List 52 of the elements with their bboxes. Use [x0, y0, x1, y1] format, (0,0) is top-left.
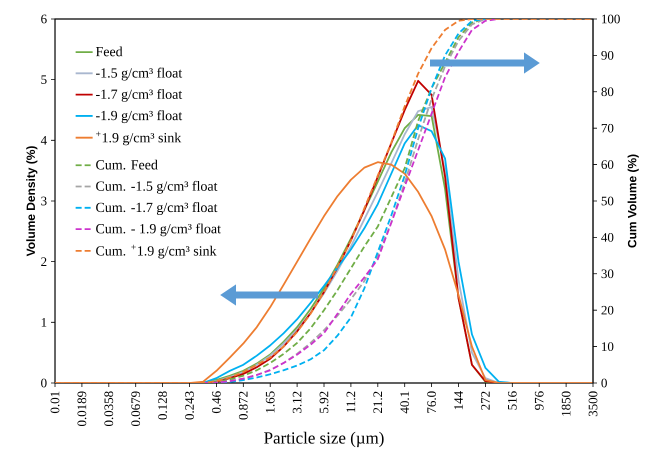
y2-tick-label: 90 — [601, 51, 614, 60]
x-tick-label: 976 — [534, 391, 544, 410]
x-tick-label: 0.128 — [158, 391, 168, 420]
x-tick-label: 0.243 — [185, 391, 194, 420]
x-tick-label: 0.01 — [50, 392, 60, 414]
y-tick-label: 3 — [41, 196, 47, 206]
legend-label: -1.9 g/cm³ float — [96, 110, 182, 124]
y-tick-label: 1 — [42, 318, 46, 327]
x-tick-label: 1850 — [562, 391, 570, 416]
x-tick-label: 0.0358 — [104, 391, 114, 426]
y2-tick-label: 0 — [601, 378, 607, 388]
x-tick-label: 0.46 — [212, 391, 221, 414]
y2-tick-label: 40 — [601, 233, 614, 242]
y2-tick-label: 80 — [601, 87, 614, 96]
y2-tick-label: 60 — [601, 160, 614, 169]
y-axis-title: Volume Density (%) — [26, 146, 38, 256]
x-tick-label: 516 — [508, 391, 517, 410]
y2-axis-title: Cum Volume (%) — [628, 154, 639, 248]
legend-label: Cum. - 1.9 g/cm³ float — [96, 223, 221, 236]
y2-tick-label: 50 — [602, 196, 614, 206]
legend-label: Cum. -1.5 g/cm³ float — [96, 180, 218, 194]
legend-label: -1.5 g/cm³ float — [96, 68, 182, 80]
y-tick-label: 2 — [41, 257, 46, 266]
y2-tick-label: 70 — [602, 124, 614, 133]
y2-tick-label: 100 — [602, 14, 620, 24]
x-tick-label: 0.0189 — [78, 391, 86, 426]
legend-label: $^{+}$1.9 g/cm³ sink — [96, 132, 182, 146]
x-tick-label: 40.1 — [400, 392, 410, 414]
x-tick-label: 21.2 — [373, 392, 382, 414]
x-tick-label: 1.65 — [266, 391, 275, 412]
legend-label: Cum. Feed — [96, 160, 158, 170]
y-tick-label: 5 — [41, 75, 47, 84]
x-tick-label: 144 — [454, 391, 463, 410]
legend-label: Cum. $^{+}$1.9 g/cm³ sink — [96, 244, 217, 258]
x-tick-label: 3.12 — [292, 392, 302, 413]
y2-tick-label: 20 — [601, 306, 614, 315]
x-axis-title: Particle size (µm) — [264, 432, 384, 448]
y-tick-label: 4 — [40, 136, 47, 145]
x-tick-label: 0.872 — [238, 392, 248, 420]
legend-label: Cum. -1.7 g/cm³ float — [96, 202, 218, 215]
x-tick-label: 76.0 — [427, 391, 436, 413]
legend-label: -1.7 g/cm³ float — [96, 88, 182, 102]
y2-tick-label: 30 — [602, 269, 614, 278]
x-tick-label: 11.2 — [346, 392, 356, 412]
x-tick-label: 272 — [481, 392, 490, 410]
legend-label: Feed — [96, 46, 122, 56]
x-tick-label: 5.92 — [320, 392, 328, 413]
y-tick-label: 6 — [41, 14, 47, 24]
y-tick-label: 0 — [41, 378, 47, 388]
x-tick-label: 3500 — [588, 391, 598, 416]
x-tick-label: 0.0679 — [131, 391, 140, 426]
y2-tick-label: 10 — [602, 342, 614, 351]
